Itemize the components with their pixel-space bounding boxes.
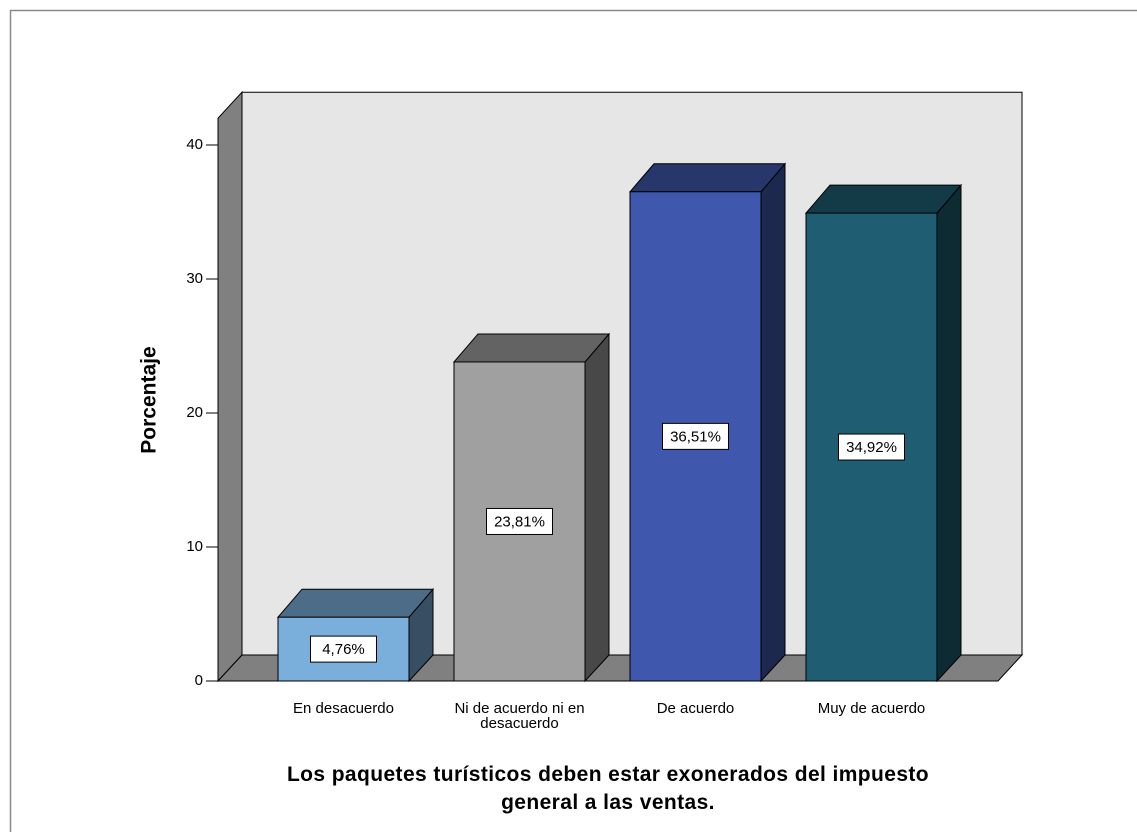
y-tick-label: 0: [195, 672, 203, 689]
left-wall: [217, 90, 243, 683]
x-tick-label: Ni de acuerdo ni en desacuerdo: [454, 700, 585, 732]
x-tick-label: De acuerdo: [656, 700, 735, 717]
bar-side: [936, 183, 962, 683]
value-label-box: [838, 433, 905, 461]
bar-top: [276, 588, 435, 618]
y-tick-label: 20: [186, 404, 203, 421]
bar-top: [804, 184, 963, 214]
x-tick-label: En desacuerdo: [293, 700, 394, 717]
bar-side: [760, 162, 786, 683]
x-axis-title: Los paquetes turísticos deben estar exon…: [286, 763, 930, 814]
value-label: 23,81%: [494, 513, 545, 530]
value-label-box: [662, 422, 729, 450]
value-label-box: [310, 635, 377, 663]
value-label: 34,92%: [846, 439, 897, 456]
x-tick-label: Muy de acuerdo: [817, 700, 926, 717]
y-axis-title: Porcentaje: [138, 346, 161, 453]
y-tick-label: 40: [186, 136, 203, 153]
bar-top: [452, 333, 611, 363]
value-label: 4,76%: [322, 641, 365, 658]
bar-top: [628, 163, 787, 193]
y-tick-label: 10: [186, 538, 203, 555]
value-label-box: [486, 507, 553, 535]
y-tick-label: 30: [186, 270, 203, 287]
bar-side: [584, 332, 610, 683]
value-label: 36,51%: [670, 428, 721, 445]
